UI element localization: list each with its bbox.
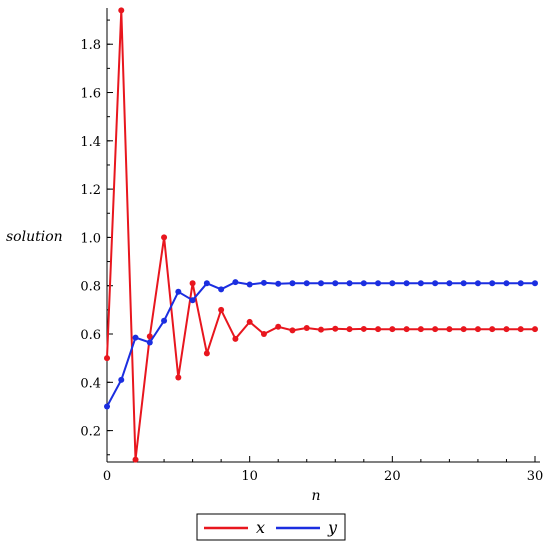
data-point-y <box>146 339 153 346</box>
data-point-y <box>346 280 353 287</box>
y-tick-label: 0.2 <box>80 425 101 440</box>
data-point-x <box>232 335 239 342</box>
x-tick-label: 10 <box>241 469 258 484</box>
data-point-x <box>275 323 282 330</box>
data-point-x <box>389 326 396 333</box>
data-point-y <box>489 280 496 287</box>
data-point-y <box>118 376 125 383</box>
data-point-x <box>460 326 467 333</box>
data-point-x <box>332 325 339 332</box>
series-y <box>104 279 538 410</box>
data-point-x <box>489 326 496 333</box>
data-point-x <box>360 325 367 332</box>
data-point-y <box>432 280 439 287</box>
data-point-x <box>446 326 453 333</box>
data-point-x <box>289 327 296 334</box>
data-point-x <box>189 280 196 287</box>
data-point-y <box>460 280 467 287</box>
y-tick-label: 0.6 <box>80 328 101 343</box>
data-point-y <box>104 403 110 410</box>
data-point-y <box>232 279 239 286</box>
data-point-y <box>403 280 410 287</box>
data-point-x <box>260 331 267 338</box>
data-point-x <box>403 326 410 333</box>
data-point-y <box>303 280 310 287</box>
y-tick-label: 1.0 <box>80 231 101 246</box>
data-point-x <box>161 234 168 241</box>
data-point-y <box>503 280 510 287</box>
data-point-x <box>503 326 510 333</box>
data-point-y <box>203 280 210 287</box>
x-axis-title: n <box>311 488 320 504</box>
data-point-y <box>132 334 139 341</box>
series-x <box>104 7 538 463</box>
y-ticks: 0.2 0.4 0.6 0.8 1.0 1.2 1.4 1.6 1.8 <box>80 19 113 456</box>
data-point-x <box>303 324 310 331</box>
y-tick-label: 1.8 <box>80 38 101 53</box>
x-tick-label: 20 <box>384 469 401 484</box>
y-tick-label: 1.6 <box>80 87 101 102</box>
data-point-y <box>446 280 453 287</box>
data-point-x <box>375 326 382 333</box>
data-point-y <box>246 281 253 288</box>
data-point-y <box>532 280 538 287</box>
data-point-x <box>432 326 439 333</box>
series-layer <box>104 7 538 463</box>
data-point-x <box>346 326 353 333</box>
y-tick-label: 0.8 <box>80 280 101 295</box>
x-tick-label: 30 <box>527 469 544 484</box>
y-tick-label: 0.4 <box>80 376 101 391</box>
y-tick-label: 1.4 <box>80 135 101 150</box>
data-point-y <box>289 280 296 287</box>
data-point-y <box>474 280 481 287</box>
data-point-x <box>532 326 538 333</box>
data-point-y <box>332 280 339 287</box>
data-point-x <box>132 456 139 463</box>
legend: x y <box>196 513 346 541</box>
axes <box>106 8 540 463</box>
data-point-x <box>246 318 253 325</box>
data-point-y <box>389 280 396 287</box>
data-point-y <box>517 280 524 287</box>
data-point-y <box>218 286 225 293</box>
data-point-y <box>260 279 267 286</box>
data-point-x <box>118 7 125 14</box>
y-axis-title: solution <box>6 229 63 245</box>
data-point-x <box>517 326 524 333</box>
data-point-x <box>218 306 225 313</box>
data-point-x <box>175 374 182 381</box>
data-point-y <box>360 280 367 287</box>
data-point-x <box>474 326 481 333</box>
legend-label-x: x <box>256 518 265 537</box>
y-tick-label: 1.2 <box>80 183 101 198</box>
data-point-y <box>189 297 196 304</box>
data-point-y <box>175 288 182 295</box>
legend-label-y: y <box>327 518 338 537</box>
data-point-y <box>161 317 168 324</box>
data-point-x <box>203 350 210 357</box>
x-ticks: 0 10 20 30 <box>103 456 543 484</box>
data-point-x <box>104 355 110 362</box>
data-point-x <box>318 326 324 333</box>
data-point-y <box>275 280 282 287</box>
data-point-y <box>375 280 382 287</box>
data-point-y <box>417 280 424 287</box>
data-point-y <box>318 280 324 287</box>
data-point-x <box>417 326 424 333</box>
x-tick-label: 0 <box>103 469 111 484</box>
series-line-x <box>106 9 535 461</box>
data-point-x <box>146 333 153 340</box>
